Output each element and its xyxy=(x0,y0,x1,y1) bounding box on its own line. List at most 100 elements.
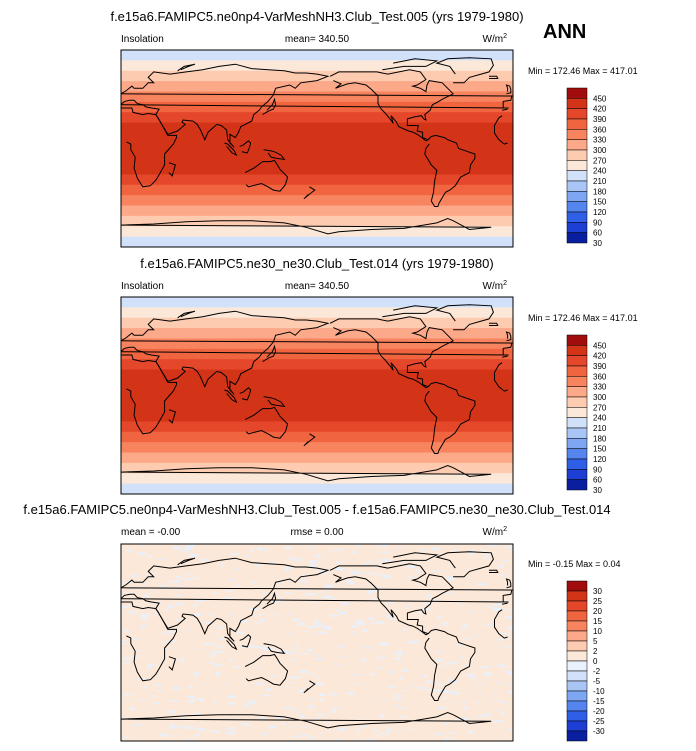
difference-patch xyxy=(130,611,138,614)
colorbar-box xyxy=(566,201,588,213)
colorbar-box xyxy=(566,458,588,470)
difference-patch xyxy=(227,733,234,735)
difference-patch xyxy=(308,560,317,564)
latitude-band xyxy=(121,205,513,217)
difference-patch xyxy=(197,698,204,701)
colorbar-tick-label: -30 xyxy=(593,727,605,736)
colorbar-tick-label: -25 xyxy=(593,717,605,726)
coastline-segment xyxy=(168,656,177,671)
difference-patch xyxy=(243,704,250,707)
difference-patch xyxy=(360,725,365,728)
colorbar-box xyxy=(566,180,588,192)
coastline-segment xyxy=(121,340,513,356)
difference-patch xyxy=(279,650,285,653)
latitude-band xyxy=(121,50,513,61)
difference-patch xyxy=(446,576,456,580)
difference-patch xyxy=(285,546,292,549)
colorbar-tick-label: 420 xyxy=(593,352,607,361)
difference-patch xyxy=(285,632,291,634)
difference-patch xyxy=(257,548,267,551)
difference-patch xyxy=(313,654,317,656)
difference-patch xyxy=(328,596,335,599)
difference-patch xyxy=(121,640,127,641)
difference-patch xyxy=(261,694,269,697)
difference-patch xyxy=(417,686,423,689)
difference-patch xyxy=(350,630,355,634)
difference-patch xyxy=(400,630,406,631)
difference-patch xyxy=(463,639,471,641)
difference-patch xyxy=(162,648,171,650)
coastline-segment xyxy=(435,551,494,578)
difference-patch xyxy=(504,737,509,739)
difference-patch xyxy=(216,646,223,649)
difference-patch xyxy=(328,729,332,732)
difference-patch xyxy=(497,645,501,648)
difference-patch xyxy=(422,687,428,689)
coastline-segment xyxy=(121,107,177,188)
coastline-segment xyxy=(262,344,277,363)
difference-patch xyxy=(170,700,179,702)
colorbar-tick-label: 30 xyxy=(593,587,602,596)
difference-patch xyxy=(292,736,302,738)
difference-patch xyxy=(492,608,500,611)
difference-patch xyxy=(128,605,136,607)
difference-patch xyxy=(423,603,431,606)
difference-patch xyxy=(466,569,470,571)
difference-patch xyxy=(379,574,387,576)
difference-patch xyxy=(299,715,307,718)
difference-patch xyxy=(215,633,219,635)
latitude-band xyxy=(121,101,513,113)
colorbar-tick-label: 20 xyxy=(593,607,602,616)
difference-patch xyxy=(365,561,371,563)
difference-patch xyxy=(274,612,280,615)
colorbar-tick-label: 150 xyxy=(593,198,607,207)
difference-patch xyxy=(471,656,475,658)
coastline-segment xyxy=(121,354,177,435)
latitude-band xyxy=(121,153,513,165)
difference-patch xyxy=(373,729,377,732)
colorbar-tick-label: 180 xyxy=(593,434,607,443)
difference-patch xyxy=(347,581,355,585)
colorbar-box xyxy=(566,170,588,182)
difference-patch xyxy=(426,680,431,683)
difference-patch xyxy=(299,670,308,673)
difference-patch xyxy=(262,593,267,595)
difference-patch xyxy=(322,722,332,724)
coastline-segment xyxy=(262,97,277,116)
coastline-segment xyxy=(263,643,286,655)
difference-patch xyxy=(350,674,357,676)
difference-patch xyxy=(212,663,222,666)
difference-patch xyxy=(298,689,303,693)
difference-patch xyxy=(461,625,467,629)
difference-patch xyxy=(353,570,359,573)
colorbar-box xyxy=(566,720,588,732)
coastline-segment xyxy=(121,217,492,235)
difference-patch xyxy=(382,551,390,554)
difference-patch xyxy=(443,721,448,724)
difference-patch xyxy=(331,599,337,601)
difference-patch xyxy=(376,621,385,624)
coastline-segment xyxy=(494,609,508,639)
difference-patch xyxy=(498,564,505,568)
colorbar-box xyxy=(566,660,588,672)
difference-patch xyxy=(284,650,289,652)
difference-patch xyxy=(173,686,180,690)
panel-title: f.e15a6.FAMIPC5.ne0np4-VarMeshNH3.Club_T… xyxy=(23,502,610,517)
difference-patch xyxy=(137,552,146,556)
difference-patch xyxy=(153,572,157,574)
latitude-band xyxy=(121,307,513,319)
difference-patch xyxy=(380,733,389,735)
difference-patch xyxy=(212,700,217,703)
difference-patch xyxy=(381,544,388,547)
difference-patch xyxy=(308,705,315,709)
difference-patch xyxy=(286,612,291,615)
difference-patch xyxy=(383,559,391,562)
difference-patch xyxy=(420,549,426,552)
difference-patch xyxy=(239,620,248,623)
latitude-band xyxy=(121,348,513,360)
difference-patch xyxy=(378,644,387,646)
difference-patch xyxy=(338,727,346,731)
difference-patch xyxy=(215,730,220,734)
difference-patch xyxy=(436,615,441,619)
difference-patch xyxy=(468,553,476,555)
